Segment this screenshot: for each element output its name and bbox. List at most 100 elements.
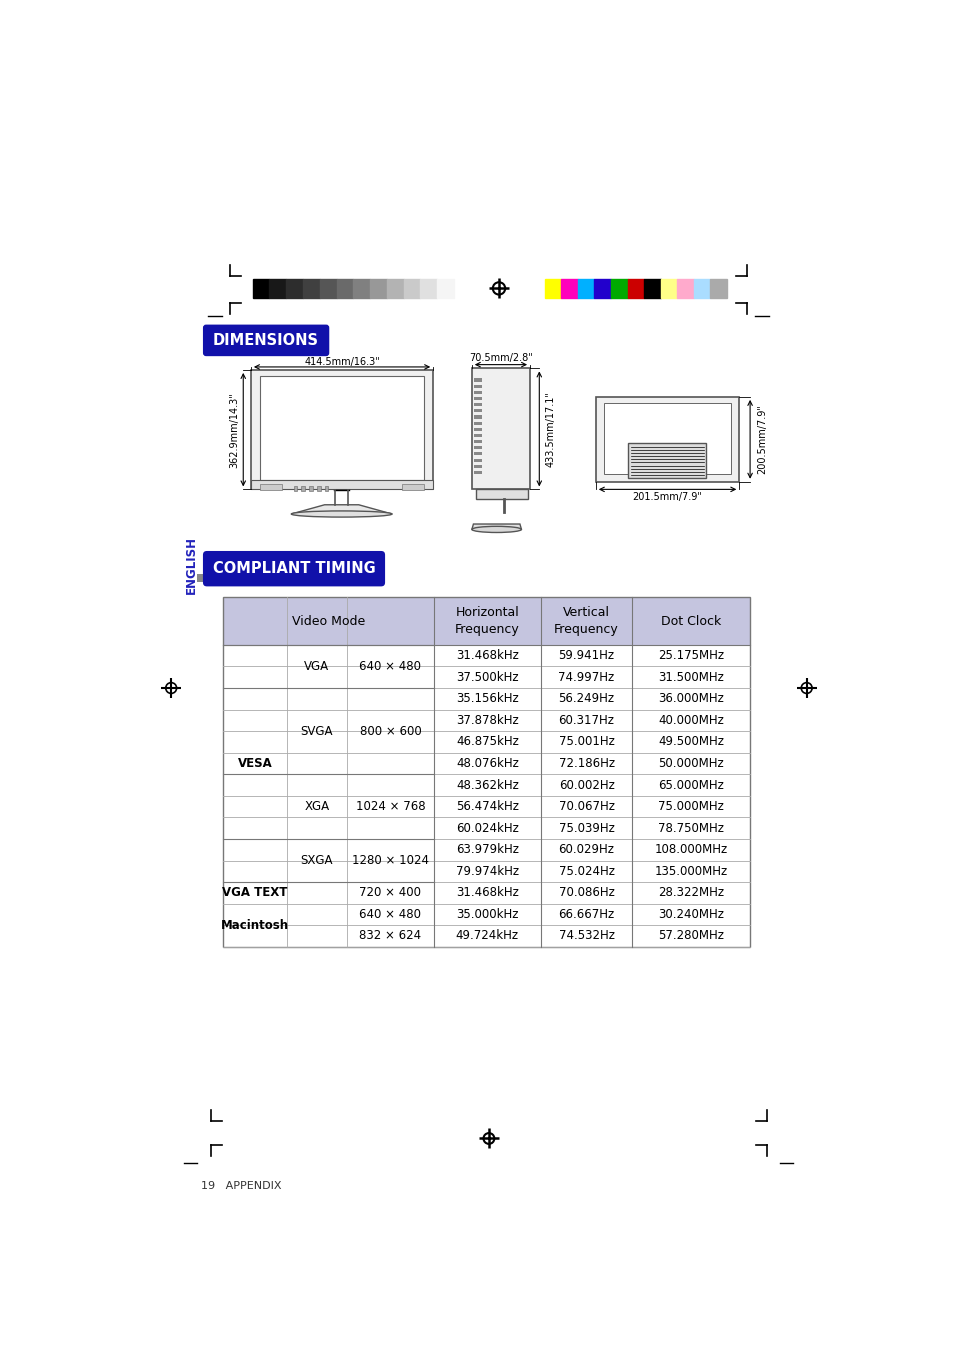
Bar: [474, 465, 481, 467]
Bar: [677, 280, 693, 299]
Bar: [223, 597, 749, 644]
Bar: [474, 409, 481, 412]
Text: Horizontal
Frequency: Horizontal Frequency: [455, 607, 519, 636]
Text: 31.468kHz: 31.468kHz: [456, 650, 518, 662]
Text: VGA TEXT: VGA TEXT: [222, 886, 287, 900]
Bar: [474, 416, 481, 419]
Text: 414.5mm/16.3": 414.5mm/16.3": [304, 357, 379, 366]
Bar: [251, 370, 433, 489]
Ellipse shape: [291, 511, 392, 517]
Bar: [336, 280, 353, 299]
Text: ENGLISH: ENGLISH: [185, 536, 197, 594]
Bar: [474, 471, 481, 474]
Text: 25.175MHz: 25.175MHz: [658, 650, 723, 662]
Text: 60.317Hz: 60.317Hz: [558, 713, 614, 727]
Bar: [628, 443, 705, 478]
Text: SVGA: SVGA: [300, 724, 333, 738]
Bar: [420, 280, 436, 299]
Bar: [472, 369, 530, 489]
Bar: [324, 486, 328, 490]
Bar: [403, 280, 420, 299]
Text: 74.532Hz: 74.532Hz: [558, 929, 614, 943]
Text: 70.5mm/2.8": 70.5mm/2.8": [469, 353, 533, 362]
Bar: [223, 753, 749, 774]
Text: 362.9mm/14.3": 362.9mm/14.3": [229, 392, 238, 467]
Text: 46.875kHz: 46.875kHz: [456, 735, 518, 748]
Bar: [643, 280, 659, 299]
Text: 75.039Hz: 75.039Hz: [558, 821, 614, 835]
Bar: [223, 774, 749, 796]
Text: 66.667Hz: 66.667Hz: [558, 908, 614, 921]
Polygon shape: [291, 505, 392, 513]
Bar: [693, 280, 710, 299]
Text: 74.997Hz: 74.997Hz: [558, 670, 614, 684]
Bar: [223, 597, 749, 947]
Text: 75.000MHz: 75.000MHz: [658, 800, 723, 813]
Text: 50.000MHz: 50.000MHz: [658, 757, 723, 770]
Bar: [251, 480, 433, 489]
Bar: [269, 280, 286, 299]
Bar: [223, 861, 749, 882]
Text: 56.474kHz: 56.474kHz: [456, 800, 518, 813]
Bar: [560, 280, 578, 299]
Bar: [474, 453, 481, 455]
Text: 72.186Hz: 72.186Hz: [558, 757, 614, 770]
Text: 60.002Hz: 60.002Hz: [558, 778, 614, 792]
Text: 640 × 480: 640 × 480: [359, 661, 421, 673]
Bar: [223, 882, 749, 904]
Bar: [253, 280, 269, 299]
Text: VGA: VGA: [304, 661, 329, 673]
Bar: [223, 666, 749, 688]
Text: 35.156kHz: 35.156kHz: [456, 692, 518, 705]
Bar: [474, 446, 481, 450]
Bar: [260, 376, 423, 480]
Bar: [474, 428, 481, 431]
Bar: [294, 486, 297, 490]
Text: 60.029Hz: 60.029Hz: [558, 843, 614, 857]
Bar: [610, 280, 627, 299]
Bar: [319, 280, 336, 299]
Text: 70.067Hz: 70.067Hz: [558, 800, 614, 813]
Text: 720 × 400: 720 × 400: [359, 886, 421, 900]
Text: 832 × 624: 832 × 624: [359, 929, 421, 943]
Text: 1024 × 768: 1024 × 768: [355, 800, 425, 813]
Bar: [223, 688, 749, 709]
Bar: [303, 280, 319, 299]
Bar: [594, 280, 610, 299]
Text: 70.086Hz: 70.086Hz: [558, 886, 614, 900]
Text: 60.024kHz: 60.024kHz: [456, 821, 518, 835]
Bar: [387, 280, 403, 299]
Bar: [474, 434, 481, 436]
Bar: [710, 280, 726, 299]
Bar: [223, 817, 749, 839]
Text: Vertical
Frequency: Vertical Frequency: [554, 607, 618, 636]
Text: 37.878kHz: 37.878kHz: [456, 713, 518, 727]
Bar: [223, 709, 749, 731]
Bar: [474, 403, 481, 407]
Bar: [474, 397, 481, 400]
FancyBboxPatch shape: [203, 324, 329, 357]
Bar: [196, 574, 235, 582]
Text: 49.500MHz: 49.500MHz: [658, 735, 723, 748]
Text: 200.5mm/7.9": 200.5mm/7.9": [757, 404, 767, 474]
Bar: [436, 280, 454, 299]
Text: 59.941Hz: 59.941Hz: [558, 650, 614, 662]
Text: 40.000MHz: 40.000MHz: [658, 713, 723, 727]
Text: Dot Clock: Dot Clock: [660, 615, 720, 628]
Text: 48.076kHz: 48.076kHz: [456, 757, 518, 770]
Text: SXGA: SXGA: [300, 854, 333, 867]
Text: 65.000MHz: 65.000MHz: [658, 778, 723, 792]
Text: 75.001Hz: 75.001Hz: [558, 735, 614, 748]
Text: 433.5mm/17.1": 433.5mm/17.1": [544, 390, 555, 467]
Bar: [474, 385, 481, 388]
Text: 36.000MHz: 36.000MHz: [658, 692, 723, 705]
Text: 135.000MHz: 135.000MHz: [654, 865, 727, 878]
Text: 56.249Hz: 56.249Hz: [558, 692, 614, 705]
Text: 63.979kHz: 63.979kHz: [456, 843, 518, 857]
Bar: [223, 925, 749, 947]
FancyBboxPatch shape: [203, 551, 385, 586]
Text: 35.000kHz: 35.000kHz: [456, 908, 518, 921]
Text: 31.468kHz: 31.468kHz: [456, 886, 518, 900]
Bar: [603, 403, 731, 474]
Bar: [223, 904, 749, 925]
